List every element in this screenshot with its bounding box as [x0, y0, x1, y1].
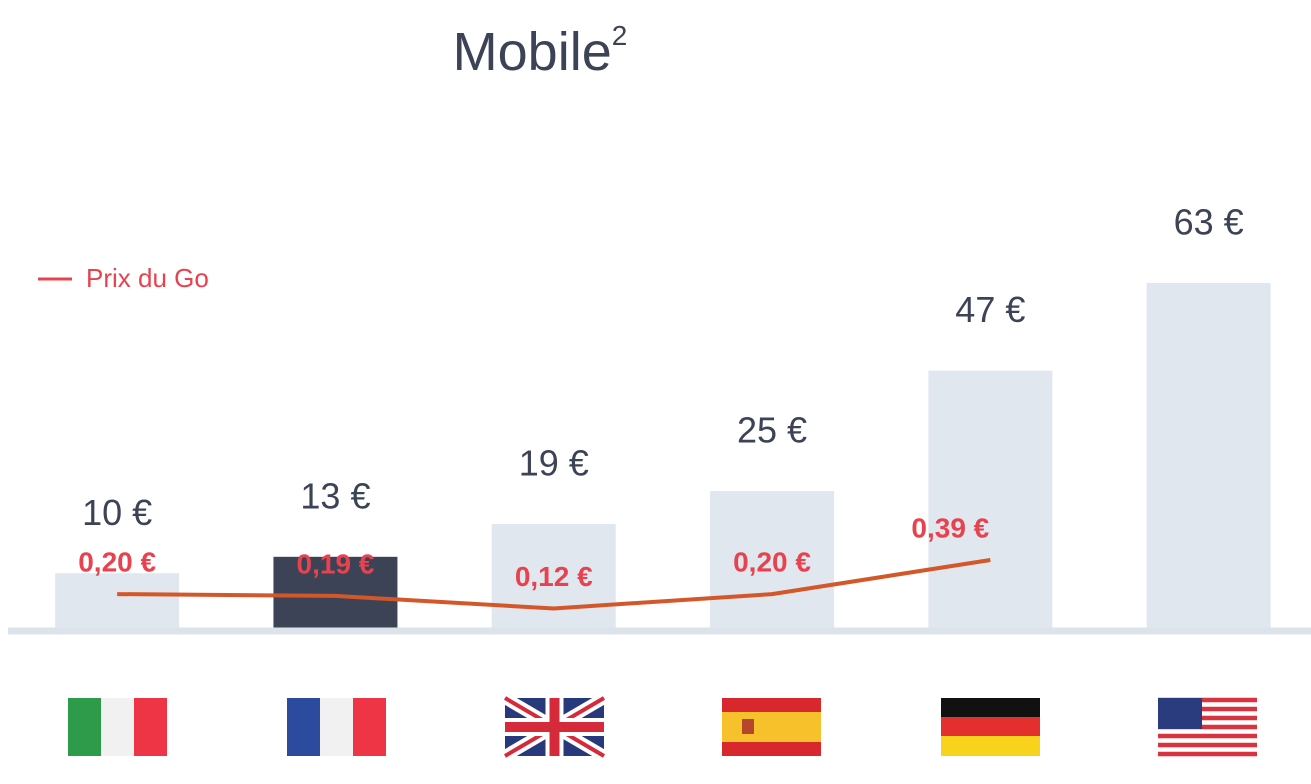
line-value-label: 0,20 €: [78, 546, 156, 577]
bar: [1146, 283, 1271, 628]
flag-germany: [941, 698, 1040, 756]
flag-usa: [1158, 697, 1257, 757]
bar-value-label: 13 €: [300, 475, 370, 516]
line-value-label: 0,20 €: [733, 546, 811, 577]
line-value-label: 0,39 €: [911, 512, 989, 543]
flag-france: [287, 698, 386, 756]
flag-uk: [501, 692, 608, 762]
bar-value-label: 63 €: [1174, 202, 1244, 243]
bar-value-label: 10 €: [82, 492, 152, 533]
line-value-label: 0,19 €: [297, 548, 375, 579]
legend-label: Prix du Go: [86, 263, 209, 293]
flags: [68, 692, 1257, 762]
line-value-label: 0,12 €: [515, 561, 593, 592]
bar: [273, 556, 398, 628]
bar-value-label: 25 €: [737, 410, 807, 451]
title-text: Mobile: [453, 22, 612, 82]
bar: [710, 491, 835, 628]
bar: [928, 370, 1053, 628]
chart-title: Mobile2: [453, 20, 628, 82]
bar: [55, 573, 180, 628]
bar-value-label: 47 €: [955, 289, 1025, 330]
title-superscript: 2: [612, 20, 628, 51]
price-line: [117, 558, 991, 611]
flag-italy: [68, 698, 167, 756]
bar: [491, 523, 616, 628]
bar-value-label: 19 €: [519, 442, 589, 483]
flag-spain: [722, 698, 821, 756]
